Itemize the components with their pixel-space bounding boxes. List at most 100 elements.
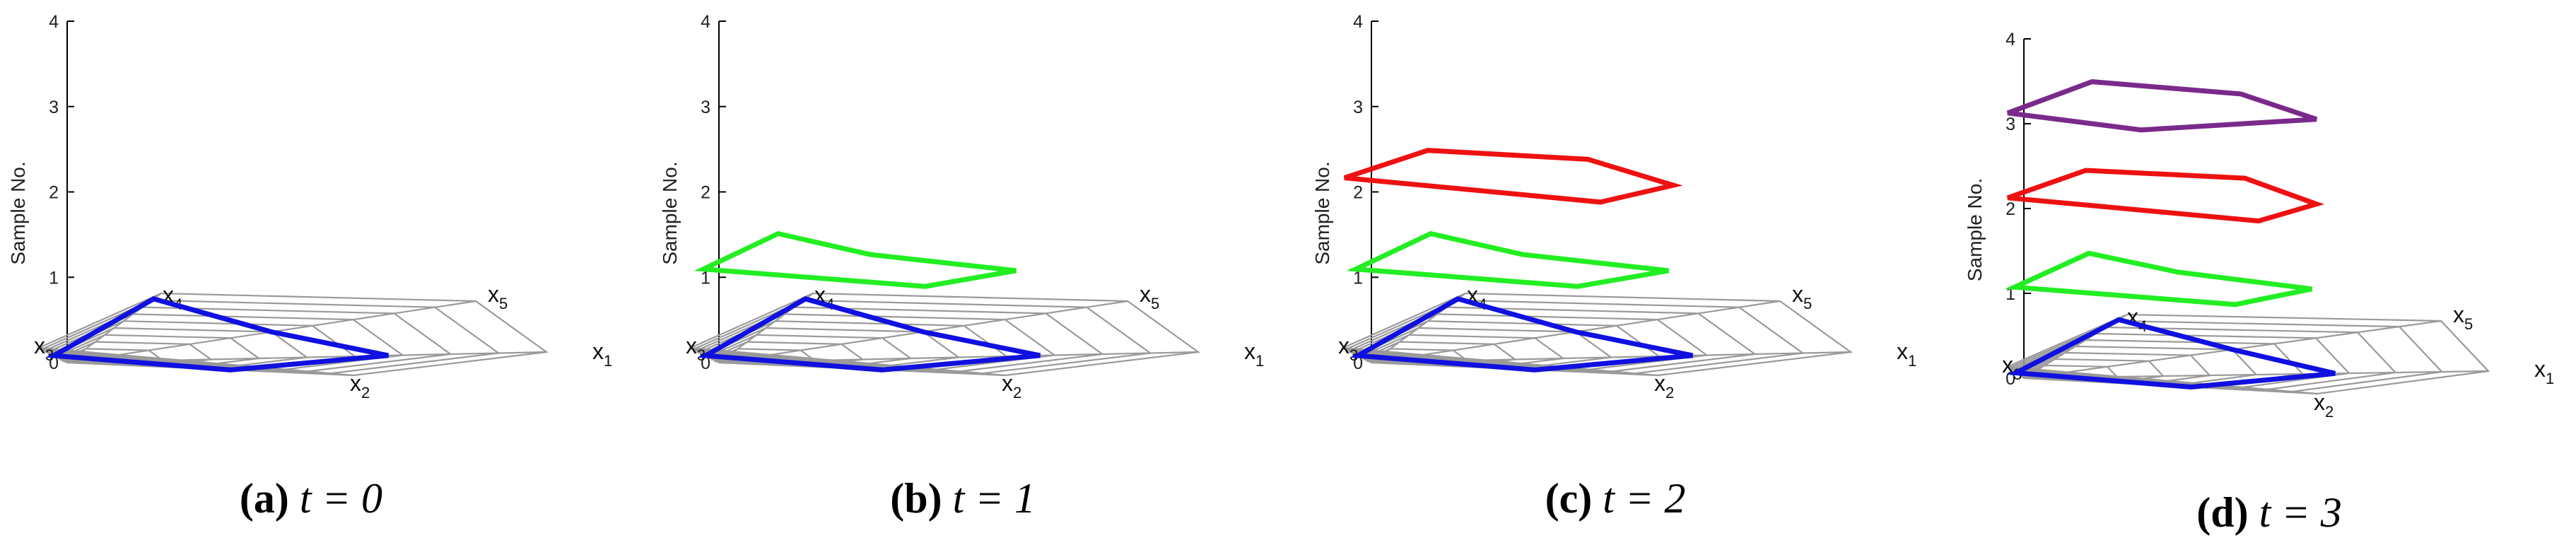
radar-grid-ring bbox=[41, 306, 453, 374]
radar-axis-name: x bbox=[2314, 389, 2325, 415]
radar-axis-label: x5 bbox=[2453, 302, 2473, 333]
y-axis-label: Sample No. bbox=[1964, 178, 1986, 281]
radar-grid-ring bbox=[2006, 313, 2490, 395]
radar-axis-label: x3 bbox=[1338, 333, 1358, 364]
caption-label: (c) bbox=[1545, 475, 1593, 522]
radar-axis-subscript: 5 bbox=[1803, 295, 1812, 312]
series-1-star bbox=[693, 230, 1017, 289]
radar-axis-label: x2 bbox=[1002, 370, 1021, 402]
radar-axis-name: x bbox=[2002, 352, 2013, 377]
caption-space bbox=[289, 475, 300, 522]
radar-axis-label: x1 bbox=[1897, 339, 1916, 370]
panel-caption: (c) t = 2 bbox=[1545, 475, 1686, 522]
radar-axis-label: x2 bbox=[2314, 389, 2334, 421]
radar-axis-name: x bbox=[1140, 281, 1151, 307]
radar-grid-ring bbox=[693, 306, 1105, 374]
y-tick-label: 0 bbox=[1353, 353, 1363, 373]
caption-text: t = 2 bbox=[1603, 475, 1685, 522]
radar-grid-ring bbox=[35, 292, 549, 377]
y-tick-label: 1 bbox=[1353, 268, 1363, 288]
radar-axis-name: x bbox=[592, 339, 604, 364]
radar-axis-label: x1 bbox=[2534, 356, 2554, 387]
y-tick-label: 3 bbox=[1353, 98, 1363, 117]
series-0-star bbox=[2007, 317, 2336, 390]
radar-axis-name: x bbox=[488, 281, 499, 307]
radar-grid-ring bbox=[687, 292, 1200, 377]
radar-axis-subscript: 3 bbox=[1350, 346, 1358, 364]
radar-axis-subscript: 2 bbox=[1665, 384, 1674, 402]
caption-space bbox=[942, 475, 953, 522]
y-tick-label: 3 bbox=[701, 98, 710, 117]
radar-axis-label: x1 bbox=[1244, 339, 1264, 370]
radar-axis-label: x2 bbox=[350, 370, 370, 402]
caption-text: t = 0 bbox=[300, 475, 382, 522]
radar-grid-ring bbox=[2008, 320, 2444, 393]
radar-axis-subscript: 5 bbox=[1151, 295, 1159, 312]
series-3-star bbox=[2006, 79, 2318, 133]
y-tick-label: 4 bbox=[701, 12, 710, 32]
y-axis-label: Sample No. bbox=[7, 161, 29, 264]
y-tick-label: 3 bbox=[2006, 115, 2015, 134]
radar-axis-subscript: 3 bbox=[45, 346, 54, 364]
y-axis-label: Sample No. bbox=[659, 161, 681, 264]
y-tick-label: 2 bbox=[49, 183, 59, 203]
radar-axis-name: x bbox=[350, 370, 361, 396]
radar-axis-label: x2 bbox=[1654, 370, 1674, 402]
radar-axis-name: x bbox=[2453, 302, 2464, 327]
caption-space bbox=[1592, 475, 1603, 522]
panel-caption: (a) t = 0 bbox=[240, 475, 382, 522]
radar-axis-name: x bbox=[1792, 281, 1803, 307]
caption-label: (a) bbox=[240, 475, 289, 522]
caption-space bbox=[2249, 489, 2259, 536]
radar-axis-subscript: 5 bbox=[499, 295, 508, 312]
radar-axis-subscript: 1 bbox=[1255, 352, 1264, 370]
caption-label: (b) bbox=[890, 475, 942, 522]
radar-grid-ring bbox=[1340, 292, 1853, 377]
radar-axis-label: x5 bbox=[488, 281, 508, 312]
y-tick-label: 4 bbox=[2006, 30, 2015, 49]
radar-axis-subscript: 2 bbox=[2325, 403, 2334, 421]
panel-caption: (d) t = 3 bbox=[2196, 489, 2342, 536]
radar-axis-name: x bbox=[686, 333, 697, 358]
radar-axis-label: x3 bbox=[686, 333, 706, 364]
radar-grid-ring bbox=[1342, 299, 1805, 375]
radar-axis-label: x5 bbox=[1792, 281, 1812, 312]
radar-axis-label: x4 bbox=[2127, 304, 2147, 335]
radar-axis-name: x bbox=[1338, 333, 1350, 358]
radar-axis-subscript: 5 bbox=[2464, 315, 2473, 333]
series-1-star bbox=[1346, 230, 1669, 289]
series-2-star bbox=[2007, 168, 2325, 224]
series-1-star bbox=[2005, 250, 2312, 307]
radar-axis-label: x1 bbox=[592, 339, 612, 370]
radar-axis-subscript: 3 bbox=[697, 346, 706, 364]
caption-text: t = 1 bbox=[953, 475, 1036, 522]
y-tick-label: 2 bbox=[2006, 199, 2015, 219]
y-tick-label: 1 bbox=[49, 268, 59, 288]
radar-grid-ring bbox=[690, 299, 1153, 375]
radar-axis-subscript: 1 bbox=[604, 352, 612, 370]
y-tick-label: 0 bbox=[701, 353, 710, 373]
radar-axis-name: x bbox=[1654, 370, 1665, 396]
y-axis-label: Sample No. bbox=[1311, 161, 1333, 264]
radar-axis-subscript: 2 bbox=[361, 384, 370, 402]
radar-axis-label: x3 bbox=[34, 333, 54, 364]
radar-grid-spoke bbox=[2023, 370, 2489, 380]
radar-axis-subscript: 2 bbox=[1013, 384, 1021, 402]
y-tick-label: 1 bbox=[701, 268, 710, 288]
series-2-star bbox=[1343, 148, 1683, 205]
y-tick-label: 2 bbox=[701, 183, 710, 203]
y-tick-label: 0 bbox=[49, 353, 59, 373]
radar-axis-name: x bbox=[34, 333, 45, 358]
y-tick-label: 2 bbox=[1353, 183, 1363, 203]
y-tick-label: 3 bbox=[49, 98, 59, 117]
y-tick-label: 4 bbox=[49, 12, 59, 32]
caption-text: t = 3 bbox=[2259, 489, 2342, 536]
panel-caption: (b) t = 1 bbox=[890, 475, 1036, 522]
series-0-star bbox=[45, 296, 389, 373]
radar-axis-label: x5 bbox=[1140, 281, 1159, 312]
